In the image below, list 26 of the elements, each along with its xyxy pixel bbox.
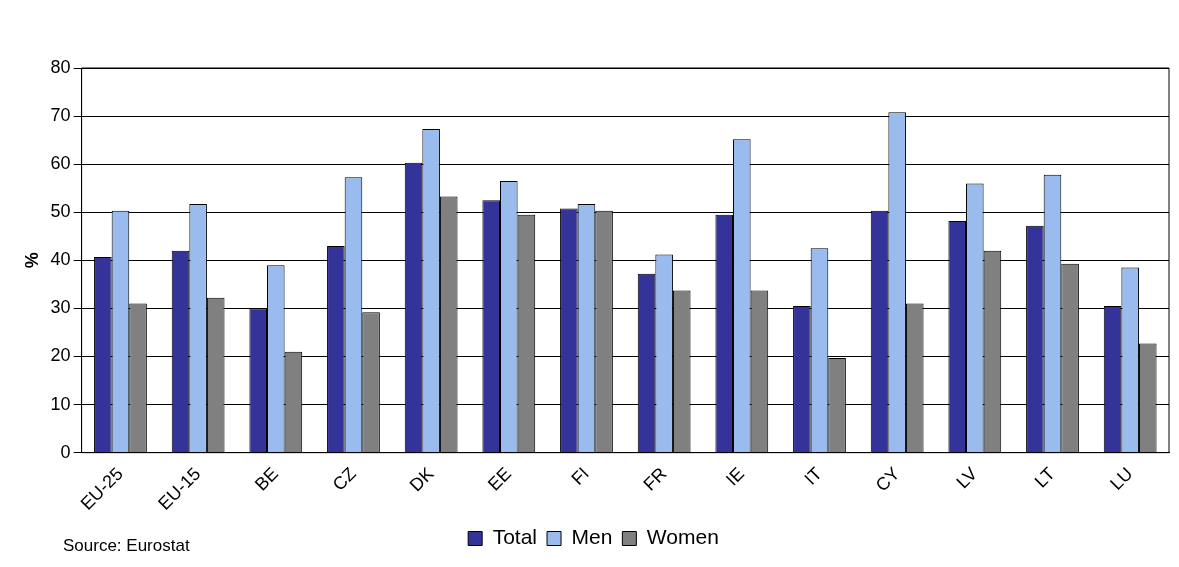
- x-tick-label: IT: [800, 463, 826, 489]
- y-tick-label: 0: [60, 441, 71, 462]
- y-tick-label: 40: [50, 249, 71, 270]
- x-tick-label: DK: [405, 463, 438, 496]
- x-tick-label: CZ: [328, 463, 360, 495]
- x-tick-label: LV: [952, 463, 982, 493]
- y-tick-label: 30: [50, 297, 71, 318]
- y-axis-title: %: [21, 252, 42, 269]
- x-tick-label: FR: [639, 463, 671, 495]
- x-tick-label: EE: [484, 463, 516, 495]
- x-tick-label: CY: [871, 463, 904, 496]
- x-tick-label: BE: [251, 463, 283, 495]
- source-note: Source: Eurostat: [63, 536, 190, 556]
- legend-label: Men: [571, 525, 613, 549]
- y-tick-label: 50: [50, 201, 71, 222]
- y-tick-label: 60: [50, 153, 71, 174]
- legend-label: Total: [492, 525, 538, 549]
- x-tick-label: IE: [721, 463, 749, 490]
- x-tick-label: LT: [1030, 463, 1059, 492]
- y-tick-label: 80: [50, 56, 71, 77]
- y-tick-label: 20: [50, 345, 71, 366]
- legend-label: Women: [646, 525, 719, 549]
- y-tick-label: 70: [50, 105, 71, 126]
- x-tick-label: LU: [1106, 463, 1137, 494]
- x-tick-label: FI: [567, 463, 593, 489]
- y-tick-label: 10: [50, 393, 71, 414]
